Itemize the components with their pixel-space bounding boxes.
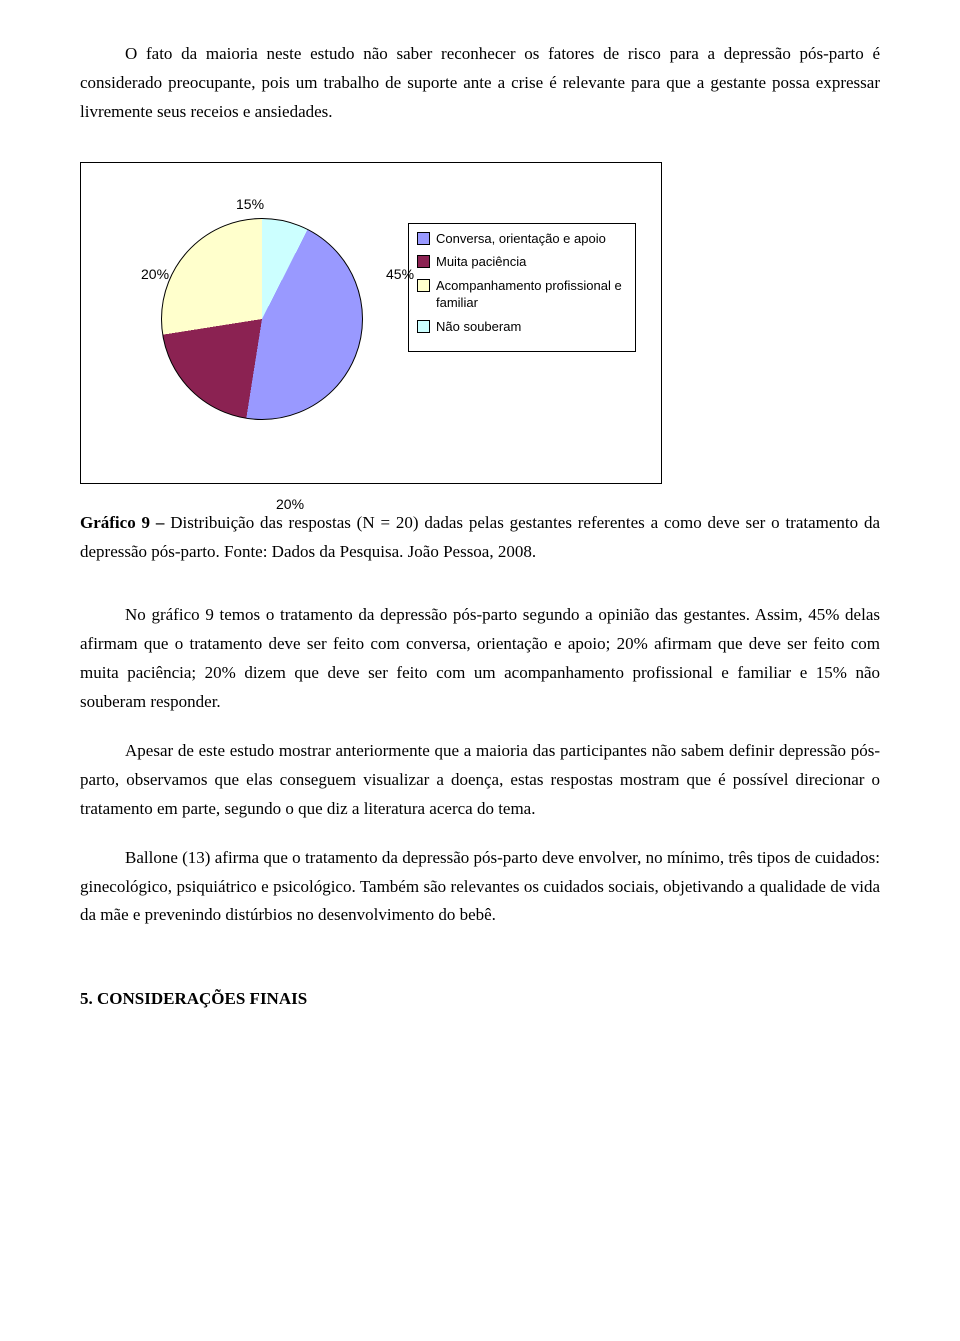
legend-label: Conversa, orientação e apoio [436, 230, 606, 248]
legend-label: Não souberam [436, 318, 521, 336]
legend-label: Acompanhamento profissional e familiar [436, 277, 627, 312]
legend-swatch-icon [417, 320, 430, 333]
legend-row: Muita paciência [417, 253, 627, 271]
legend-swatch-icon [417, 232, 430, 245]
chart-caption: Gráfico 9 – Distribuição das respostas (… [80, 509, 880, 567]
pie-wrap: 45% 20% 20% 15% [161, 218, 361, 418]
legend-row: Acompanhamento profissional e familiar [417, 277, 627, 312]
section-heading: 5. CONSIDERAÇÕES FINAIS [80, 985, 880, 1014]
legend-label: Muita paciência [436, 253, 526, 271]
body-paragraph: Apesar de este estudo mostrar anteriorme… [80, 737, 880, 824]
legend-row: Não souberam [417, 318, 627, 336]
intro-paragraph: O fato da maioria neste estudo não saber… [80, 40, 880, 127]
body-paragraph: No gráfico 9 temos o tratamento da depre… [80, 601, 880, 717]
caption-bold: Gráfico 9 – [80, 513, 170, 532]
legend-swatch-icon [417, 255, 430, 268]
chart-container: 45% 20% 20% 15% Conversa, orientação e a… [80, 162, 662, 484]
legend-swatch-icon [417, 279, 430, 292]
slice-label-20a: 20% [276, 493, 304, 517]
slice-label-15: 15% [236, 193, 264, 217]
slice-label-20b: 20% [141, 263, 169, 287]
body-paragraph: Ballone (13) afirma que o tratamento da … [80, 844, 880, 931]
caption-text: Distribuição das respostas (N = 20) dada… [80, 513, 880, 561]
chart-legend: Conversa, orientação e apoio Muita paciê… [408, 223, 636, 353]
pie-chart [161, 218, 363, 420]
legend-row: Conversa, orientação e apoio [417, 230, 627, 248]
